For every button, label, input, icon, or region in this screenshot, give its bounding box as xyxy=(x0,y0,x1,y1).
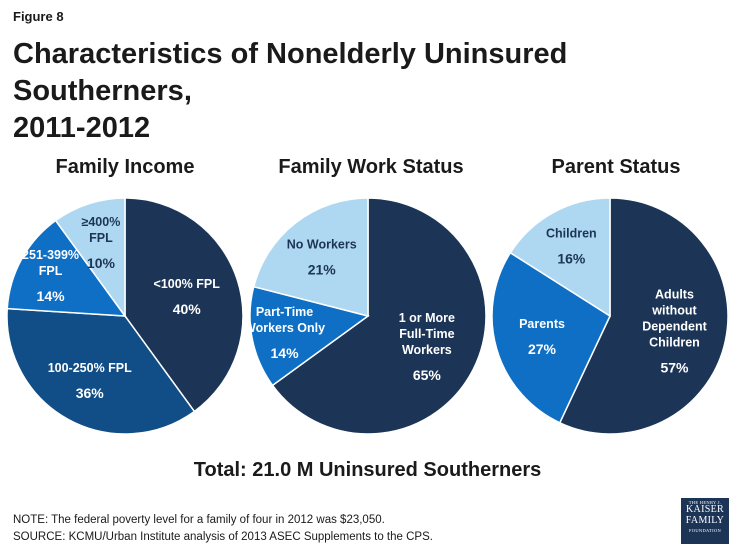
pie-slice xyxy=(509,197,611,318)
slice-label: FPL xyxy=(89,231,113,245)
slice-label: No Workers xyxy=(287,237,357,251)
slice-label: 1 or More xyxy=(399,311,455,325)
pie-slice xyxy=(6,219,127,317)
pie-slice xyxy=(249,285,370,387)
pie-slice xyxy=(558,197,729,435)
slice-label: 100-250% FPL xyxy=(48,361,132,375)
slice-value-label: 14% xyxy=(271,345,300,361)
slice-label: ≥400% xyxy=(82,215,121,229)
kff-logo: THE HENRY J. KAISER FAMILY FOUNDATION xyxy=(681,498,729,544)
pie-slice xyxy=(271,197,487,435)
slice-label: Workers Only xyxy=(244,321,325,335)
logo-line-3: FAMILY xyxy=(685,514,725,526)
pie-slice xyxy=(6,307,196,435)
title-line-2: 2011-2012 xyxy=(13,112,151,144)
logo-line-4: FOUNDATION xyxy=(689,528,721,533)
slice-label: 251-399% xyxy=(22,248,79,262)
slice-value-label: 65% xyxy=(413,367,442,383)
logo-line-2: KAISER xyxy=(686,504,724,515)
pie-title-family-income: Family Income xyxy=(55,156,195,178)
slice-label: Children xyxy=(649,335,700,349)
slice-value-label: 27% xyxy=(528,341,557,357)
slice-label: FPL xyxy=(39,264,63,278)
slice-value-label: 16% xyxy=(557,251,586,267)
pie-chart-family-income: <100% FPL 40% 100-250% FPL 36% 251-399% FPL 14… xyxy=(6,197,244,435)
slice-label: Adults xyxy=(655,287,694,301)
logo-line-1: THE HENRY J. xyxy=(688,500,722,505)
slice-value-label: 14% xyxy=(37,288,66,304)
slice-value-label: 36% xyxy=(76,385,105,401)
slice-label: Full-Time xyxy=(399,327,454,341)
page-title: Characteristics of Nonelderly Uninsured … xyxy=(13,36,713,147)
pie-slice xyxy=(124,197,244,413)
slice-value-label: 10% xyxy=(87,255,116,271)
total-label: Total: 21.0 M Uninsured Southerners xyxy=(193,459,542,481)
pie-chart-family-work-status: 1 or More Full-Time Workers 65% Part-Time Wor… xyxy=(244,197,487,435)
title-line-1: Characteristics of Nonelderly Uninsured … xyxy=(13,38,568,107)
slice-label: Parents xyxy=(519,317,565,331)
pie-title-family-work-status: Family Work Status xyxy=(278,156,464,178)
slice-value-label: 21% xyxy=(308,261,337,277)
slice-label: Dependent xyxy=(642,319,707,333)
figure-label: Figure 8 xyxy=(13,9,64,24)
pie-slice xyxy=(54,197,126,319)
footnote: NOTE: The federal poverty level for a fa… xyxy=(13,512,433,546)
slice-label: Children xyxy=(546,227,597,241)
slice-label: Workers xyxy=(402,343,452,357)
slice-label: without xyxy=(651,303,697,317)
source-text: SOURCE: KCMU/Urban Institute analysis of… xyxy=(13,531,433,543)
pie-slice xyxy=(252,197,369,317)
pie-chart-parent-status: Adults without Dependent Children 57% Parents… xyxy=(491,197,729,435)
pie-title-parent-status: Parent Status xyxy=(551,156,681,178)
pie-slice xyxy=(491,251,611,424)
slice-value-label: 57% xyxy=(660,359,689,375)
note-text: NOTE: The federal poverty level for a fa… xyxy=(13,514,385,526)
slice-label: <100% FPL xyxy=(154,277,221,291)
slice-value-label: 40% xyxy=(173,301,202,317)
slice-label: Part-Time xyxy=(256,305,313,319)
